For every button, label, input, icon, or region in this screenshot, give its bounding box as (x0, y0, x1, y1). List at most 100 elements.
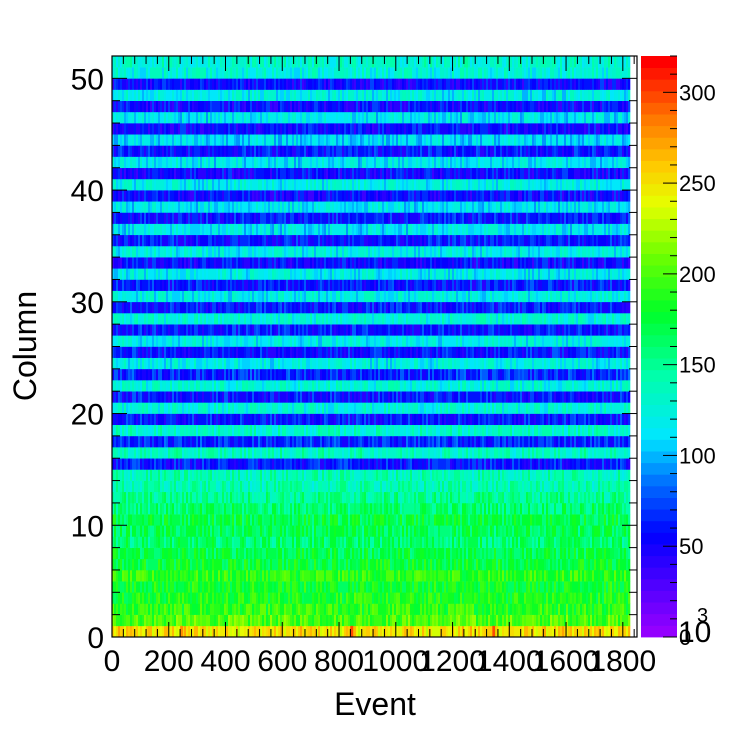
heatmap-cell (446, 547, 449, 560)
heatmap-cell (308, 536, 311, 548)
heatmap-cell (592, 424, 595, 437)
heatmap-cell (540, 625, 543, 638)
heatmap-cell (498, 469, 501, 481)
heatmap-cell (356, 569, 359, 582)
heatmap-cell (338, 525, 341, 537)
heatmap-cell (624, 469, 627, 481)
heatmap-cell (390, 424, 393, 437)
heatmap-cell (188, 491, 191, 504)
heatmap-cell (382, 502, 385, 515)
heatmap-cell (254, 491, 257, 504)
heatmap-cell (202, 480, 205, 493)
heatmap-cell (412, 558, 415, 571)
heatmap-cell (166, 536, 169, 548)
heatmap-cell (576, 424, 579, 437)
heatmap-cell (582, 435, 585, 448)
heatmap-cell (332, 547, 335, 560)
heatmap-cell (610, 469, 613, 481)
heatmap-cell (164, 514, 167, 526)
heatmap-cell (388, 435, 391, 448)
heatmap-cell (530, 536, 533, 548)
heatmap-cell (324, 435, 327, 448)
heatmap-cell (470, 469, 473, 481)
heatmap-cell (318, 525, 321, 537)
heatmap-cell (116, 547, 119, 560)
heatmap-cell (310, 581, 313, 593)
heatmap-cell (486, 447, 489, 459)
heatmap-cell (378, 625, 381, 638)
heatmap-cell (466, 614, 469, 627)
heatmap-cell (130, 536, 133, 548)
heatmap-cell (506, 558, 509, 571)
heatmap-cell (322, 581, 325, 593)
heatmap-cell (404, 614, 407, 627)
heatmap-cell (166, 447, 169, 459)
heatmap-cell (286, 424, 289, 437)
heatmap-cell (572, 502, 575, 515)
heatmap-cell (516, 447, 519, 459)
heatmap-cell (510, 480, 513, 493)
heatmap-cell (290, 435, 293, 448)
heatmap-cell (166, 491, 169, 504)
heatmap-cell (116, 569, 119, 582)
heatmap-cell (618, 603, 621, 615)
heatmap-cell (424, 614, 427, 627)
heatmap-cell (580, 592, 583, 604)
heatmap-cell (482, 536, 485, 548)
heatmap-cell (314, 469, 317, 481)
heatmap-cell (132, 625, 135, 638)
heatmap-cell (628, 614, 631, 627)
heatmap-cell (582, 469, 585, 481)
heatmap-cell (510, 458, 513, 470)
heatmap-cell (208, 458, 211, 470)
heatmap-cell (472, 491, 475, 504)
heatmap-cell (512, 558, 515, 571)
heatmap-cell (618, 424, 621, 437)
heatmap-cell (380, 525, 383, 537)
heatmap-cell (550, 603, 553, 615)
heatmap-cell (280, 569, 283, 582)
heatmap-cell (566, 435, 569, 448)
heatmap-cell (620, 547, 623, 560)
heatmap-cell (460, 424, 463, 437)
heatmap-cell (244, 502, 247, 515)
heatmap-cell (168, 592, 171, 604)
heatmap-cell (166, 614, 169, 627)
heatmap-cell (358, 424, 361, 437)
heatmap-cell (118, 424, 121, 437)
heatmap-cell (416, 536, 419, 548)
heatmap-cell (340, 558, 343, 571)
heatmap-cell (342, 491, 345, 504)
heatmap-cell (394, 614, 397, 627)
heatmap-cell (114, 558, 117, 571)
heatmap-cell (146, 569, 149, 582)
heatmap-cell (378, 502, 381, 515)
heatmap-cell (290, 603, 293, 615)
heatmap-cell (424, 491, 427, 504)
heatmap-cell (564, 592, 567, 604)
heatmap-cell (258, 614, 261, 627)
heatmap-cell (480, 525, 483, 537)
heatmap-cell (264, 491, 267, 504)
heatmap-cell (336, 592, 339, 604)
heatmap-cell (430, 625, 433, 638)
heatmap-cell (148, 625, 151, 638)
heatmap-cell (366, 581, 369, 593)
heatmap-cell (318, 458, 321, 470)
heatmap-cell (124, 435, 127, 448)
heatmap-cell (384, 536, 387, 548)
heatmap-cell (330, 569, 333, 582)
heatmap-cell (442, 547, 445, 560)
heatmap-cell (614, 525, 617, 537)
heatmap-cell (552, 435, 555, 448)
heatmap-cell (576, 447, 579, 459)
heatmap-cell (358, 491, 361, 504)
heatmap-cell (478, 603, 481, 615)
heatmap-cell (620, 536, 623, 548)
heatmap-cell (266, 592, 269, 604)
heatmap-cell (414, 603, 417, 615)
heatmap-cell (590, 458, 593, 470)
heatmap-cell (598, 525, 601, 537)
heatmap-cell (380, 447, 383, 459)
heatmap-cell (526, 592, 529, 604)
